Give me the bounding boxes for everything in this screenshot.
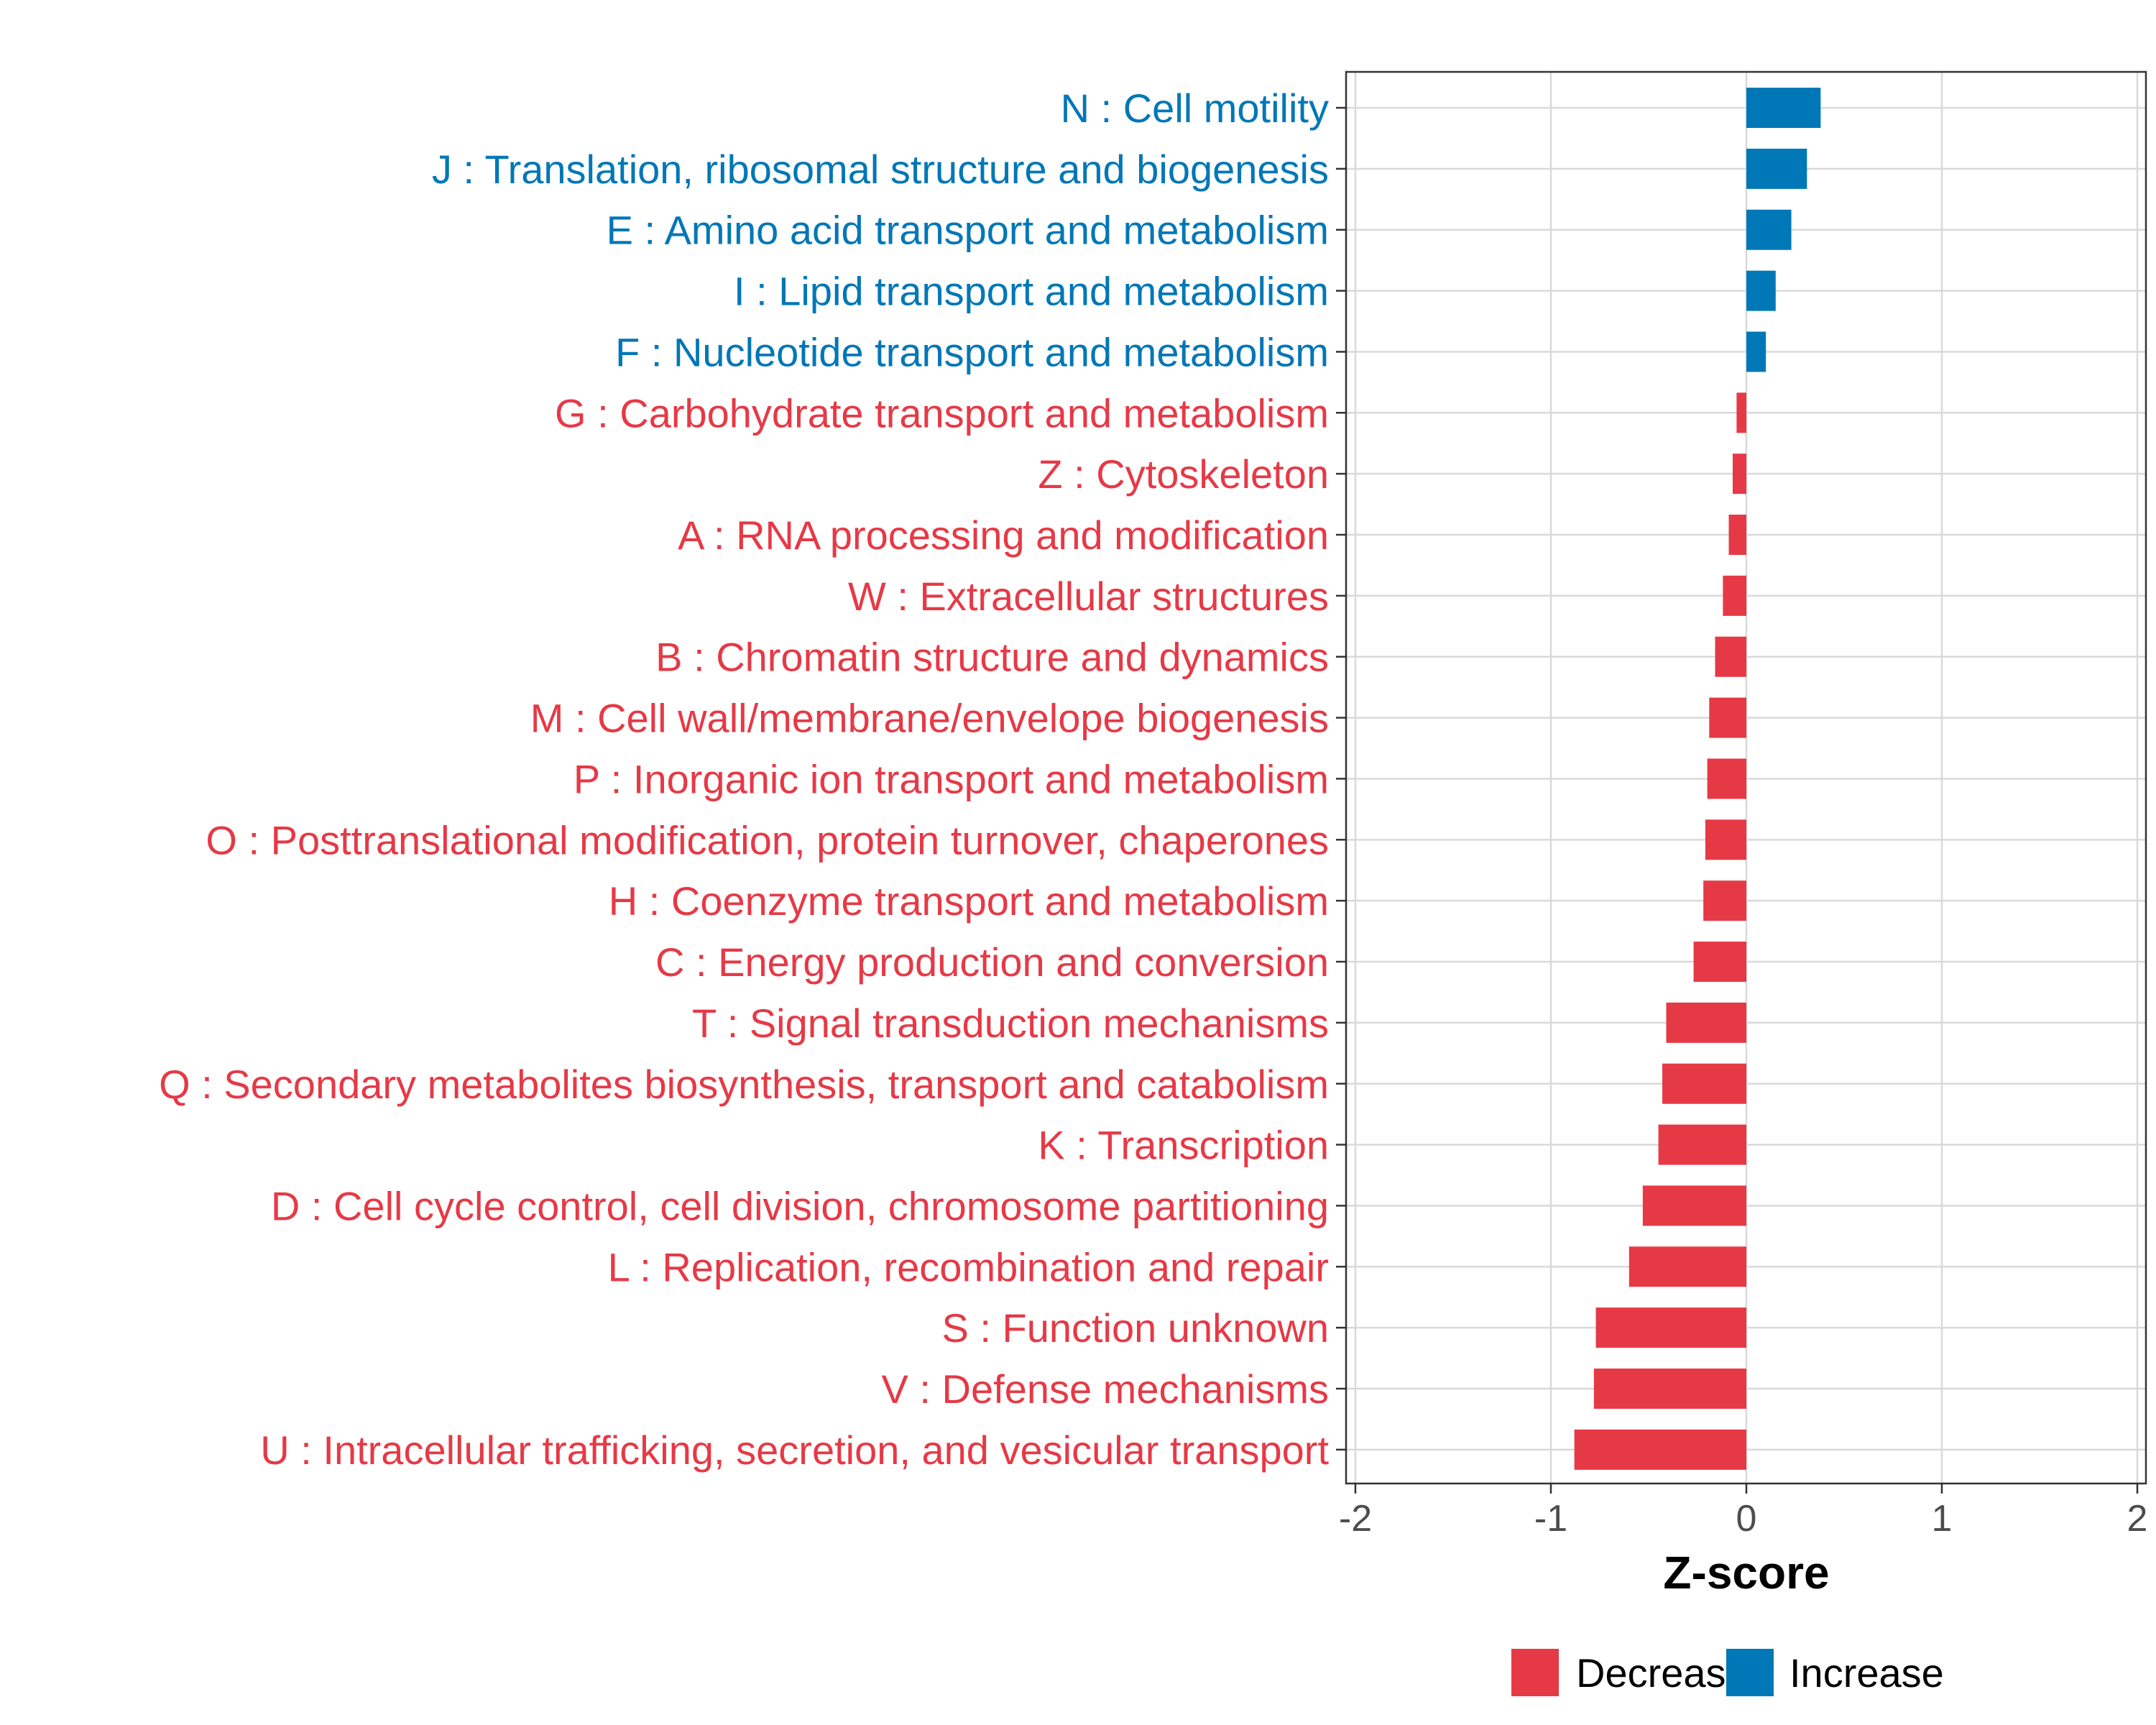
category-label: D : Cell cycle control, cell division, c… [271,1183,1329,1228]
category-label: G : Carbohydrate transport and metabolis… [555,390,1329,436]
category-label: O : Posttranslational modification, prot… [206,817,1329,862]
bar-f [1746,331,1766,372]
category-label: H : Coenzyme transport and metabolism [609,878,1329,924]
bar-t [1666,1002,1746,1043]
legend-key-increase [1726,1649,1774,1696]
bar-b [1715,636,1746,677]
legend-key-decrease [1511,1649,1559,1696]
bar-c [1693,942,1746,983]
category-label: N : Cell motility [1061,86,1329,131]
bar-g [1736,392,1746,433]
bar-l [1628,1246,1746,1287]
category-label: I : Lipid transport and metabolism [734,269,1329,314]
x-tick-label: -1 [1534,1498,1567,1540]
bar-p [1707,758,1746,799]
bar-w [1723,575,1746,616]
bar-j [1746,148,1807,189]
bar-u [1574,1429,1746,1470]
category-label: J : Translation, ribosomal structure and… [432,147,1329,192]
x-axis-title: Z-score [1663,1547,1829,1598]
category-label: Q : Secondary metabolites biosynthesis, … [159,1062,1329,1107]
bar-m [1709,697,1746,738]
category-label: U : Intracellular trafficking, secretion… [260,1427,1329,1473]
category-label: W : Extracellular structures [848,574,1329,619]
x-tick-label: 1 [1932,1498,1953,1540]
bar-q [1662,1063,1746,1104]
category-label: K : Transcription [1038,1123,1329,1168]
bar-e [1746,209,1792,250]
category-label: M : Cell wall/membrane/envelope biogenes… [530,696,1329,741]
bar-o [1705,819,1746,860]
category-label: C : Energy production and conversion [655,939,1329,985]
category-label: P : Inorganic ion transport and metaboli… [573,756,1329,801]
bar-i [1746,270,1776,311]
bar-h [1703,880,1746,921]
category-label: Z : Cytoskeleton [1038,451,1329,497]
legend: Decrease Increase [1511,1649,1944,1696]
category-labels: N : Cell motility J : Translation, riboso… [159,86,1346,1473]
bar-k [1658,1124,1746,1165]
category-label: T : Signal transduction mechanisms [692,1000,1329,1046]
bar-s [1595,1307,1746,1348]
category-label: F : Nucleotide transport and metabolism [615,329,1329,374]
legend-label-decrease: Decrease [1576,1650,1749,1696]
x-tick-label: -2 [1339,1498,1372,1540]
category-label: A : RNA processing and modification [678,512,1329,558]
category-label: E : Amino acid transport and metabolism [607,208,1329,253]
legend-label-increase: Increase [1789,1650,1944,1696]
category-label: L : Replication, recombination and repai… [608,1244,1329,1289]
category-label: B : Chromatin structure and dynamics [655,635,1329,680]
category-label: S : Function unknown [941,1305,1329,1351]
x-axis-ticks: -2 -1 0 1 2 [1339,1484,2148,1540]
bar-v [1593,1368,1746,1409]
x-tick-label: 2 [2127,1498,2148,1540]
bar-n [1746,88,1821,128]
x-tick-label: 0 [1736,1498,1757,1540]
bar-a [1728,515,1746,556]
bar-z [1732,454,1746,494]
category-label: V : Defense mechanisms [882,1366,1329,1412]
bar-d [1642,1185,1746,1226]
bars [1574,88,1821,1470]
